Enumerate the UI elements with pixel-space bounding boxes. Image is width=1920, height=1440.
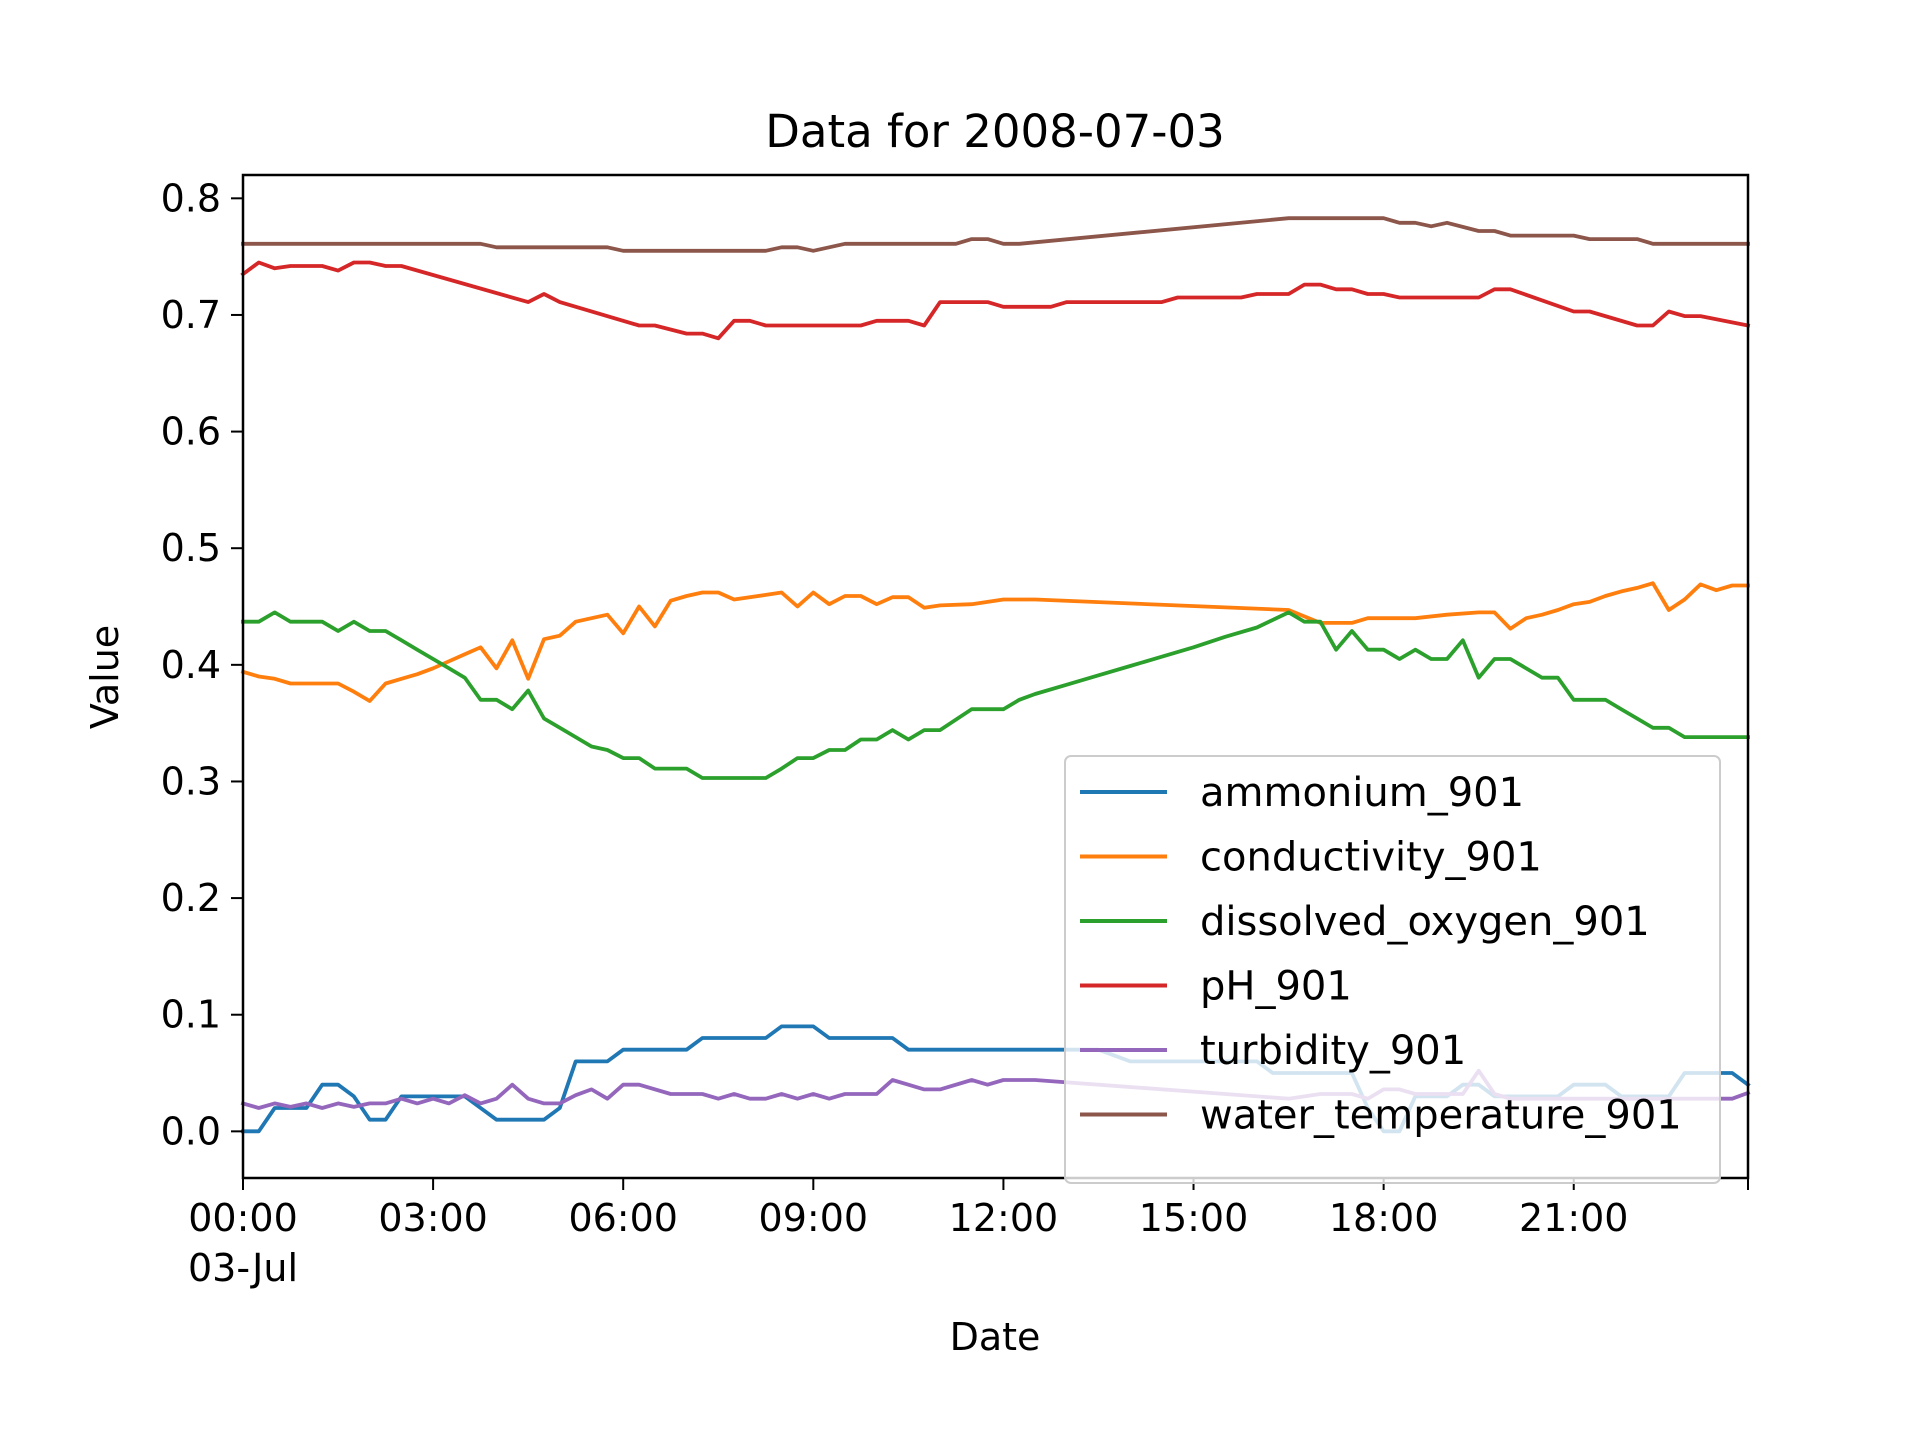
y-tick-label: 0.0 [161,1109,221,1153]
chart-title: Data for 2008-07-03 [765,105,1224,158]
legend-box [1064,755,1721,1184]
series-line-ph-901 [240,260,1751,341]
x-tick-label: 15:00 [1139,1196,1249,1240]
y-axis: 0.0 0.1 0.2 0.3 0.4 0.5 0.6 0.7 0.8 [161,176,243,1153]
legend-label-conductivity-901: conductivity_901 [1200,835,1542,881]
y-axis-label: Value [83,625,127,729]
y-tick-label: 0.5 [161,526,221,570]
x-tick-label: 18:00 [1329,1196,1439,1240]
x-tick-sublabel: 03-Jul [188,1246,298,1290]
y-tick-label: 0.7 [161,293,221,337]
series-line-water-temperature-901 [241,216,1750,253]
x-axis: 00:00 03-Jul 03:00 06:00 09:00 12:00 15:00 18:0… [188,1178,1749,1290]
x-tick-label: 12:00 [949,1196,1059,1240]
x-tick-label: 21:00 [1519,1196,1629,1240]
legend-label-ph-901: pH_901 [1200,964,1352,1010]
series-line-dissolved-oxygen-901 [241,610,1750,780]
x-tick-label: 03:00 [378,1196,488,1240]
y-tick-label: 0.3 [161,759,221,803]
x-axis-label: Date [950,1315,1041,1359]
series-line-conductivity-901 [240,581,1750,703]
legend-label-water-temperature-901: water_temperature_901 [1200,1093,1682,1139]
y-tick-label: 0.4 [161,643,221,687]
y-tick-label: 0.2 [161,876,221,920]
y-tick-label: 0.6 [161,410,221,454]
legend-label-dissolved-oxygen-901: dissolved_oxygen_901 [1200,899,1650,945]
x-tick-label: 00:00 [188,1196,298,1240]
legend-label-turbidity-901: turbidity_901 [1200,1028,1466,1074]
x-tick-label: 06:00 [568,1196,678,1240]
legend-label-ammonium-901: ammonium_901 [1200,770,1524,816]
y-tick-label: 0.1 [161,993,221,1037]
legend: ammonium_901 conductivity_901 dissolved_ox… [1064,755,1721,1184]
y-tick-label: 0.8 [161,176,221,220]
x-tick-label: 09:00 [759,1196,869,1240]
plot-frame [241,173,1750,1180]
